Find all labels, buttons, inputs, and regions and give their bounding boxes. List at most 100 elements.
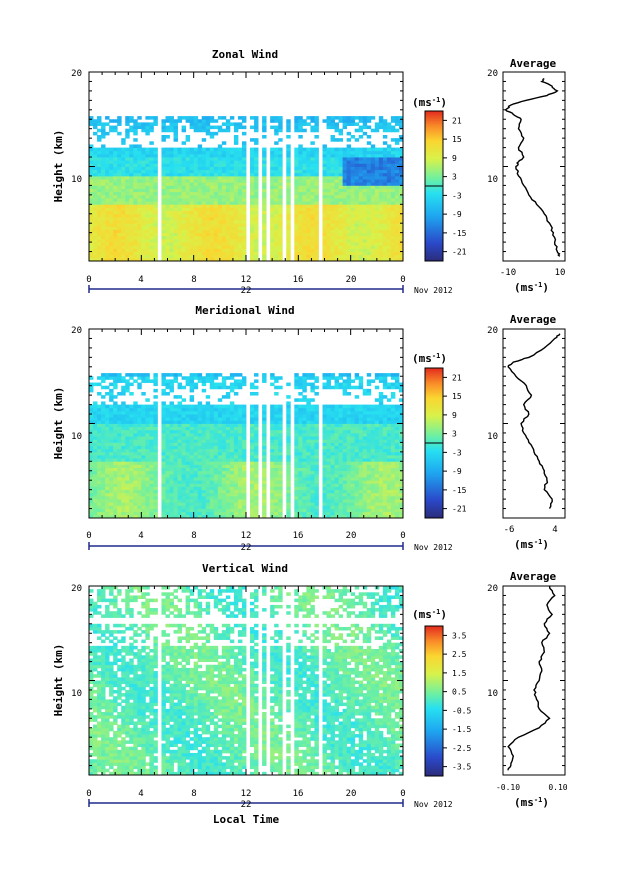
heatmap-cell (129, 486, 134, 491)
heatmap-cell (330, 210, 335, 215)
heatmap-cell (173, 254, 178, 259)
heatmap-cell (97, 410, 102, 415)
heatmap-cell (209, 417, 215, 421)
heatmap-cell (254, 432, 259, 437)
heatmap-cell (278, 204, 283, 208)
heatmap-cell (181, 467, 187, 472)
heatmap-cell (262, 511, 267, 516)
heatmap-cell (286, 445, 291, 450)
heatmap-cell (298, 407, 303, 412)
heatmap-cell (378, 198, 384, 202)
heatmap-cell (298, 135, 303, 139)
heatmap-cell (286, 473, 291, 478)
heatmap-cell (233, 248, 239, 252)
heatmap-cell (109, 407, 114, 412)
heatmap-cell (302, 179, 307, 183)
heatmap-cell (346, 254, 352, 259)
heatmap-cell (129, 128, 134, 133)
heatmap-cell (149, 169, 154, 174)
heatmap-cell (173, 235, 178, 240)
heatmap-cell (225, 385, 231, 390)
heatmap-cell (278, 238, 283, 243)
heatmap-cell (254, 207, 259, 211)
heatmap-cell (298, 473, 303, 478)
heatmap-cell (153, 232, 158, 237)
heatmap-cell (185, 499, 191, 503)
heatmap-cell (137, 198, 142, 202)
heatmap-cell (101, 410, 106, 415)
heatmap-cell (97, 432, 102, 437)
heatmap-cell (101, 182, 106, 186)
heatmap-cell (302, 122, 307, 126)
heatmap-cell (197, 147, 203, 152)
heatmap-cell (185, 407, 191, 412)
heatmap-cell (189, 407, 195, 412)
heatmap-cell (153, 429, 158, 434)
heatmap-cell (129, 191, 134, 196)
heatmap-cell (330, 248, 335, 252)
heatmap-cell (141, 502, 146, 506)
heatmap-cell (177, 505, 182, 509)
heatmap-cell (161, 235, 166, 240)
heatmap-cell (173, 508, 178, 513)
heatmap-cell (374, 235, 380, 240)
heatmap-cell (153, 511, 158, 516)
heatmap-cell (173, 407, 178, 412)
heatmap-cell (298, 207, 303, 211)
heatmap-cell (241, 201, 247, 205)
heatmap-cell (189, 483, 195, 487)
heatmap-cell (330, 150, 335, 155)
heatmap-cell (262, 451, 267, 456)
heatmap-cell (274, 429, 279, 434)
heatmap-cell (161, 511, 166, 516)
heatmap-cell (390, 163, 396, 167)
heatmap-cell (322, 251, 327, 256)
heatmap-cell (254, 492, 259, 497)
heatmap-cell (145, 420, 150, 424)
heatmap-cell (294, 191, 299, 196)
heatmap-cell (169, 436, 174, 440)
heatmap-cell (229, 163, 235, 167)
heatmap-cell (125, 232, 130, 237)
heatmap-cell (298, 480, 303, 484)
heatmap-cell (161, 160, 166, 164)
heatmap-cell (237, 235, 243, 240)
heatmap-cell (274, 204, 279, 208)
heatmap-cell (286, 175, 291, 180)
heatmap-cell (217, 461, 223, 465)
heatmap-cell (350, 169, 356, 174)
heatmap-cell (145, 163, 150, 167)
heatmap-cell (105, 442, 110, 446)
heatmap-cell (250, 207, 255, 211)
heatmap-cell (241, 157, 247, 161)
heatmap-cell (278, 207, 283, 211)
heatmap-cell (89, 404, 94, 409)
heatmap-cell (141, 407, 146, 412)
heatmap-cell (334, 160, 339, 164)
heatmap-cell (197, 210, 203, 215)
heatmap-cell (350, 182, 356, 186)
heatmap-cell (169, 502, 174, 506)
heatmap-cell (225, 470, 231, 475)
heatmap-cell (213, 210, 219, 215)
heatmap-cell (398, 226, 404, 230)
heatmap-cell (161, 436, 166, 440)
heatmap-cell (109, 185, 114, 189)
heatmap-cell (101, 150, 106, 155)
heatmap-cell (250, 445, 255, 450)
heatmap-cell (298, 198, 303, 202)
heatmap-cell (229, 495, 235, 500)
heatmap-cell (386, 213, 392, 218)
heatmap-cell (145, 122, 150, 126)
heatmap-cell (225, 423, 231, 428)
heatmap-cell (330, 191, 335, 196)
heatmap-cell (201, 254, 207, 259)
heatmap-cell (217, 451, 223, 456)
heatmap-cell (262, 238, 267, 243)
heatmap-cell (370, 179, 376, 183)
heatmap-cell (330, 153, 335, 158)
heatmap-cell (165, 179, 170, 183)
unit-text: (ms (514, 281, 534, 294)
heatmap-cell (306, 182, 311, 186)
